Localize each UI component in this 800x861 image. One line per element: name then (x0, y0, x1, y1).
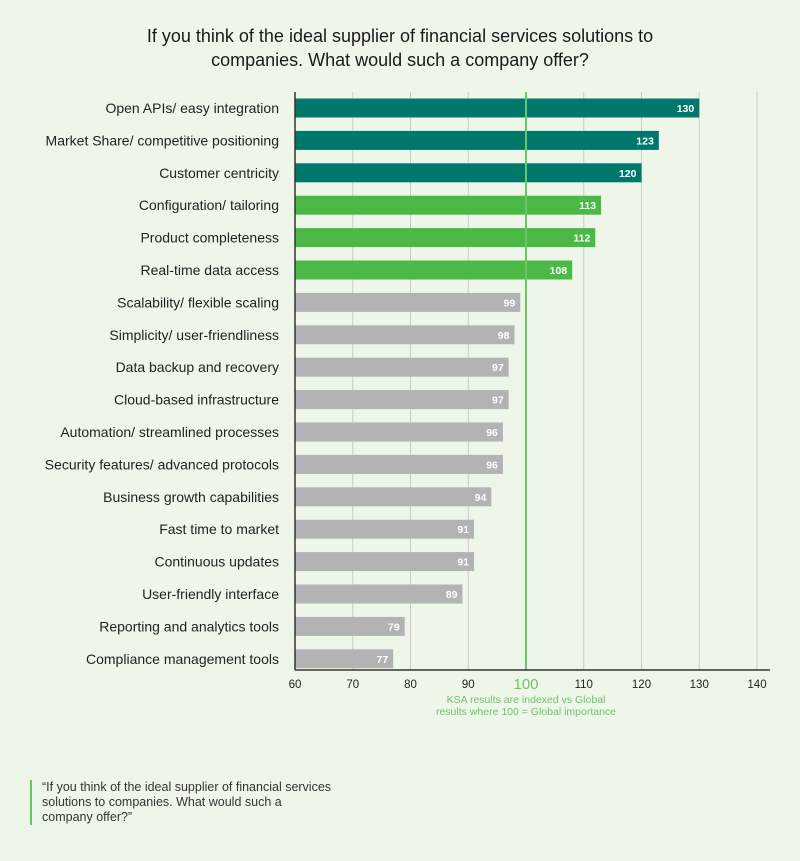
category-label: Real-time data access (140, 262, 279, 278)
bar (295, 616, 405, 636)
category-label: Fast time to market (159, 521, 279, 537)
category-label: User-friendly interface (142, 586, 279, 602)
category-label: Product completeness (140, 230, 279, 246)
x-tick-label: 60 (289, 679, 302, 691)
data-label: 130 (677, 103, 695, 115)
bar (295, 260, 573, 280)
data-label: 99 (504, 297, 516, 309)
bar (295, 552, 475, 572)
category-label: Scalability/ flexible scaling (117, 294, 279, 310)
category-label: Data backup and recovery (116, 359, 279, 375)
data-label: 89 (446, 589, 458, 601)
category-label: Simplicity/ user-friendliness (109, 327, 279, 343)
data-label: 91 (457, 524, 469, 536)
data-label: 96 (486, 459, 498, 471)
bar (295, 390, 509, 410)
x-tick-label: 110 (575, 679, 593, 691)
data-label: 91 (457, 557, 469, 569)
data-label: 94 (475, 492, 487, 504)
category-label: Market Share/ competitive positioning (46, 132, 279, 148)
data-label: 97 (492, 395, 504, 407)
bar (295, 325, 515, 345)
data-label: 113 (579, 200, 596, 212)
data-label: 77 (376, 654, 388, 666)
data-label: 120 (619, 168, 637, 180)
x-axis-label-line2: results where 100 = Global importance (436, 706, 616, 718)
bar (295, 422, 503, 442)
category-label: Configuration/ tailoring (139, 197, 279, 213)
bar (295, 292, 521, 312)
data-label: 96 (486, 427, 498, 439)
x-axis-label-line1: KSA results are indexed vs Global (447, 694, 606, 706)
x-tick-label: 100 (513, 676, 538, 693)
category-label: Customer centricity (159, 165, 279, 181)
category-label: Reporting and analytics tools (99, 618, 279, 634)
bar (295, 649, 394, 669)
x-tick-label: 140 (747, 679, 766, 691)
bar (295, 487, 492, 507)
data-label: 123 (636, 135, 654, 147)
category-label: Cloud-based infrastructure (114, 392, 279, 408)
data-label: 108 (550, 265, 568, 277)
bar (295, 228, 596, 248)
bar (295, 98, 700, 118)
data-label: 79 (388, 621, 400, 633)
bar (295, 163, 642, 183)
bar (295, 519, 475, 539)
data-label: 97 (492, 362, 504, 374)
category-label: Automation/ streamlined processes (60, 424, 279, 440)
x-tick-label: 120 (632, 679, 651, 691)
x-tick-label: 90 (462, 679, 475, 691)
bar (295, 584, 463, 604)
x-tick-label: 70 (346, 679, 359, 691)
bar (295, 130, 659, 150)
data-label: 98 (498, 330, 510, 342)
footnote: “If you think of the ideal supplier of f… (30, 780, 332, 825)
chart-title: If you think of the ideal supplier of fi… (146, 26, 654, 70)
bar (295, 357, 509, 377)
category-label: Business growth capabilities (103, 489, 279, 505)
category-label: Open APIs/ easy integration (105, 100, 279, 116)
category-label: Compliance management tools (86, 651, 279, 667)
x-tick-label: 80 (404, 679, 417, 691)
bar (295, 454, 503, 474)
bar (295, 195, 602, 215)
category-label: Security features/ advanced protocols (45, 456, 279, 472)
x-tick-label: 130 (690, 679, 709, 691)
data-label: 112 (573, 233, 590, 245)
category-label: Continuous updates (154, 554, 279, 570)
